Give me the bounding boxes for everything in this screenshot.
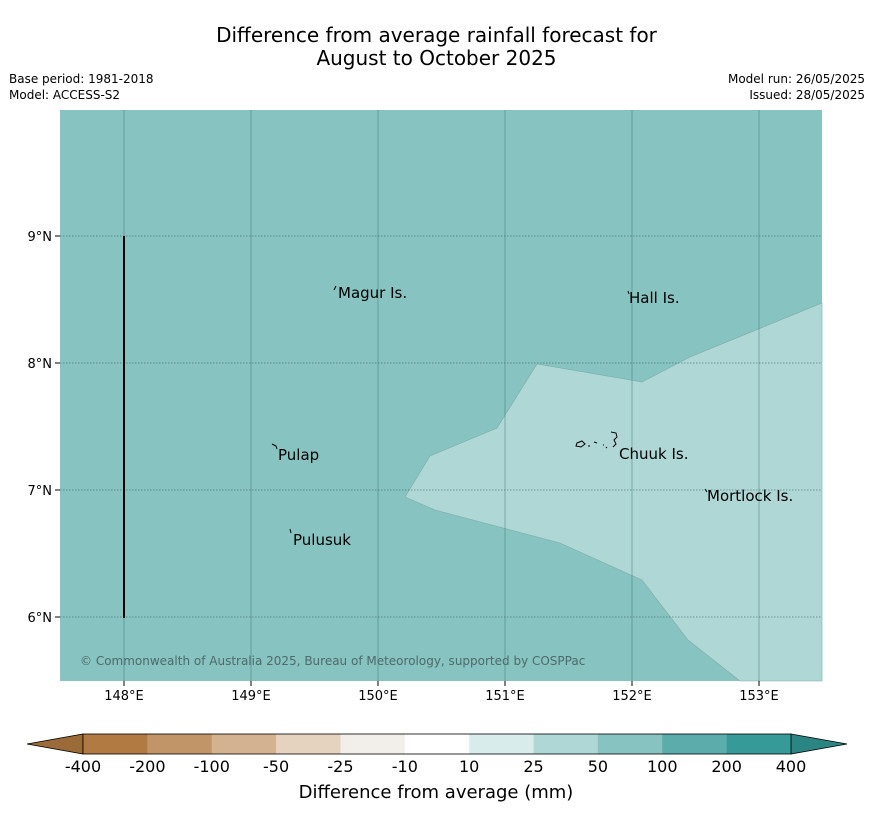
colorbar-segments	[83, 734, 792, 754]
colorbar-segment	[147, 734, 213, 754]
colorbar-frame	[82, 733, 792, 755]
colorbar-tick-label: -25	[327, 757, 353, 776]
magur-island-shape	[333, 285, 337, 291]
colorbar-segment	[726, 734, 792, 754]
gridlines-lat	[60, 235, 822, 618]
issued-date: Issued: 28/05/2025	[749, 88, 865, 102]
colorbar-tick-label: 25	[523, 757, 543, 776]
colorbar-segment	[662, 734, 727, 754]
map-title-line1: Difference from average rainfall forecas…	[216, 23, 657, 47]
colorbar-tick-label: 400	[776, 757, 807, 776]
place-labels: Magur Is. Hall Is. Pulap Chuuk Is. Mortl…	[278, 284, 793, 549]
colorbar-segment	[276, 734, 341, 754]
map-panel: Magur Is. Hall Is. Pulap Chuuk Is. Mortl…	[60, 110, 823, 682]
colorbar-segment	[83, 734, 148, 754]
colorbar-segment	[211, 734, 277, 754]
meta-left: Base period: 1981-2018 Model: ACCESS-S2	[9, 71, 154, 103]
place-label: Pulap	[278, 446, 319, 464]
place-label: Hall Is.	[629, 289, 680, 307]
lon-tick-label: 149°E	[231, 689, 271, 704]
chuuk-island-b	[610, 431, 618, 448]
colorbar-tick-label: 10	[459, 757, 479, 776]
colorbar-title: Difference from average (mm)	[299, 782, 574, 803]
lon-tick-label: 150°E	[358, 689, 398, 704]
lat-tick-label: 7°N	[28, 484, 53, 499]
chuuk-island-a	[575, 440, 586, 448]
chuuk-islets	[588, 441, 608, 449]
lon-tick-label: 148°E	[104, 689, 144, 704]
place-label: Magur Is.	[338, 284, 407, 302]
lat-tick-label: 9°N	[28, 230, 53, 245]
colorbar-segment	[469, 734, 534, 754]
colorbar-segment	[533, 734, 599, 754]
base-period: Base period: 1981-2018	[9, 72, 154, 86]
lon-tick-labels: 148°E 149°E 150°E 151°E 152°E 153°E	[104, 689, 779, 704]
place-label: Chuuk Is.	[619, 445, 688, 463]
colorbar-tick-label: -100	[194, 757, 230, 776]
mortlock-island-shape	[704, 488, 708, 493]
colorbar-segment	[597, 734, 663, 754]
lon-tick-label: 152°E	[612, 689, 652, 704]
lon-tick-label: 151°E	[485, 689, 525, 704]
colorbar: -400 -200 -100 -50 -25 -10 10 25 50 100 200 400 Dif…	[26, 733, 848, 803]
colorbar-tick-label: 50	[588, 757, 608, 776]
rainfall-band-25-50	[404, 302, 823, 682]
lat-tick-label: 8°N	[28, 357, 53, 372]
island-outlines	[271, 285, 708, 534]
colorbar-tick-label: 100	[647, 757, 678, 776]
model-name: Model: ACCESS-S2	[9, 88, 121, 102]
colorbar-under-arrow	[26, 733, 84, 755]
colorbar-tick-label: -400	[65, 757, 101, 776]
colorbar-segment	[404, 734, 470, 754]
place-label: Mortlock Is.	[707, 487, 793, 505]
hall-island-shape	[627, 290, 630, 295]
colorbar-tick-labels: -400 -200 -100 -50 -25 -10 10 25 50 100 200 400	[65, 757, 806, 776]
pulap-island-shape	[271, 443, 278, 450]
colorbar-over-arrow	[790, 733, 848, 755]
colorbar-tick-label: -200	[129, 757, 165, 776]
map-title-line2: August to October 2025	[316, 46, 557, 70]
meta-right: Model run: 26/05/2025 Issued: 28/05/2025	[728, 71, 865, 103]
colorbar-tick-label: -50	[263, 757, 289, 776]
colorbar-segment	[340, 734, 406, 754]
place-label: Pulusuk	[293, 531, 351, 549]
lat-tick-label: 6°N	[28, 611, 53, 626]
pulusuk-island-shape	[289, 528, 292, 534]
lon-tick-label: 153°E	[739, 689, 779, 704]
axis-ticks	[55, 235, 760, 686]
model-run: Model run: 26/05/2025	[727, 72, 865, 86]
copyright-notice: © Commonwealth of Australia 2025, Bureau…	[80, 654, 585, 668]
colorbar-tick-label: 200	[711, 757, 742, 776]
lat-tick-labels: 9°N 8°N 7°N 6°N	[28, 230, 53, 626]
colorbar-tick-label: -10	[392, 757, 418, 776]
